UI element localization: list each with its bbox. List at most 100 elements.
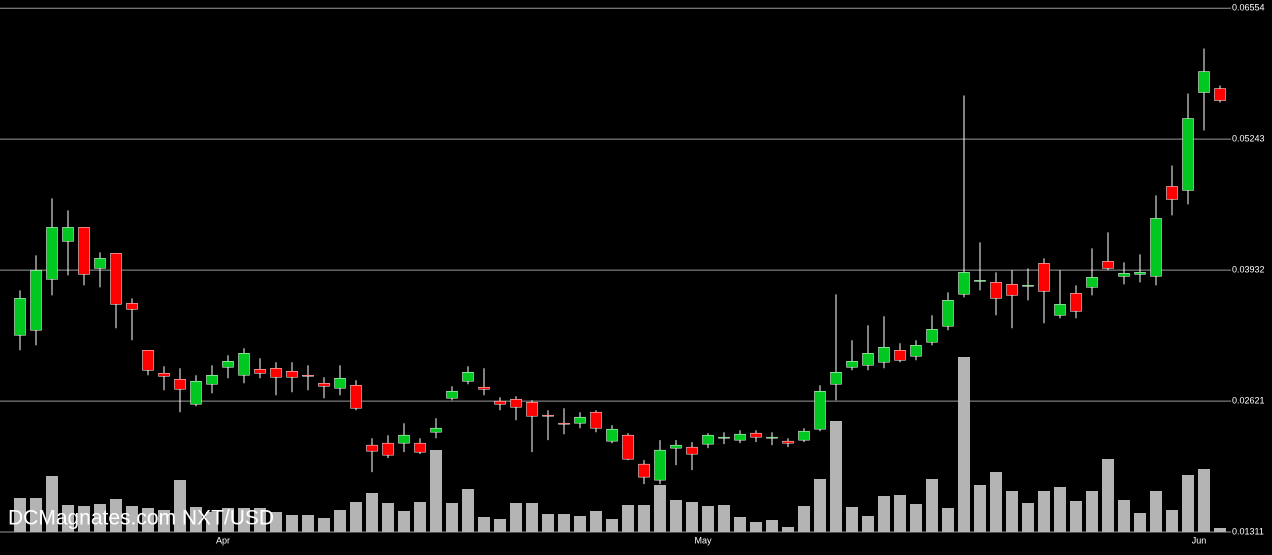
candle-body: [1166, 186, 1178, 200]
candle-body: [110, 253, 122, 305]
volume-bar: [1134, 513, 1146, 532]
candle-body: [1006, 284, 1018, 296]
candle-body: [1022, 285, 1034, 287]
candle-body: [734, 433, 746, 441]
candle-body: [270, 368, 282, 378]
candle-body: [702, 434, 714, 445]
volume-bar: [270, 512, 282, 532]
volume-bar: [46, 476, 58, 532]
volume-bar: [1118, 500, 1130, 532]
candle-body: [254, 369, 266, 374]
volume-bar: [174, 480, 186, 532]
volume-bar: [446, 503, 458, 532]
volume-bar: [734, 517, 746, 532]
candle-body: [878, 347, 890, 363]
volume-bar: [30, 498, 42, 532]
volume-bar: [222, 508, 234, 532]
x-tick-label: Apr: [216, 535, 230, 545]
volume-bar: [574, 516, 586, 532]
candle-body: [590, 411, 602, 429]
volume-bar: [830, 421, 842, 532]
candle-body: [670, 444, 682, 449]
candle-body: [446, 390, 458, 399]
candle-body: [398, 434, 410, 444]
candle-body: [14, 298, 26, 336]
candle-body: [382, 442, 394, 456]
volume-bar: [974, 485, 986, 532]
volume-bar: [126, 506, 138, 532]
volume-bar: [542, 514, 554, 532]
candle-body: [1086, 277, 1098, 288]
candle-body: [798, 430, 810, 441]
candle-body: [1214, 88, 1226, 101]
candle-body: [350, 384, 362, 409]
volume-bar: [1182, 475, 1194, 532]
candle-body: [30, 270, 42, 331]
volume-bar: [1022, 503, 1034, 532]
candle-body: [78, 227, 90, 275]
volume-bar: [430, 450, 442, 532]
volume-bar: [718, 505, 730, 532]
candle-body: [286, 371, 298, 378]
candle-body: [478, 386, 490, 390]
volume-bar: [670, 500, 682, 532]
volume-bar: [462, 489, 474, 532]
watermark: DCMagnates.com NXT/USD: [8, 507, 274, 530]
candle-body: [846, 361, 858, 368]
volume-bar: [1166, 510, 1178, 532]
volume-bar: [398, 511, 410, 532]
candle-body: [142, 350, 154, 371]
volume-bar: [590, 511, 602, 532]
volume-bar: [1006, 491, 1018, 532]
volume-bar: [750, 522, 762, 532]
candle-body: [958, 272, 970, 295]
volume-bar: [190, 507, 202, 532]
volume-bar: [254, 508, 266, 532]
volume-bar: [1086, 491, 1098, 532]
candle-body: [1102, 261, 1114, 269]
volume-bar: [334, 510, 346, 532]
volume-bar: [142, 508, 154, 532]
volume-bar: [910, 504, 922, 532]
candle-body: [606, 428, 618, 442]
volume-bar: [350, 502, 362, 532]
volume-bar: [702, 506, 714, 532]
candle-body: [686, 446, 698, 455]
volume-bar: [62, 505, 74, 532]
volume-bar: [1198, 469, 1210, 532]
volume-bar: [366, 493, 378, 532]
candle-body: [750, 432, 762, 438]
candle-body: [334, 377, 346, 389]
volume-bar: [510, 503, 522, 532]
volume-bar: [862, 516, 874, 532]
y-tick-label: 0.06554: [1232, 3, 1265, 13]
candle-body: [782, 440, 794, 444]
candle-body: [430, 427, 442, 433]
candle-body: [558, 422, 570, 425]
y-tick-label: 0.05243: [1232, 134, 1265, 144]
candle-body: [414, 442, 426, 453]
volume-bar: [1038, 491, 1050, 532]
candle-body: [894, 350, 906, 361]
candle-body: [238, 353, 250, 376]
volume-bar: [638, 505, 650, 532]
volume-bar: [846, 507, 858, 532]
candle-body: [638, 463, 650, 478]
volume-bar: [238, 508, 250, 532]
volume-bar: [926, 479, 938, 532]
volume-bar: [814, 479, 826, 532]
candle-body: [302, 374, 314, 377]
candle-body: [910, 345, 922, 357]
volume-bar: [110, 499, 122, 532]
candle-body: [318, 382, 330, 387]
volume-bar: [414, 502, 426, 532]
y-tick-label: 0.02621: [1232, 395, 1265, 405]
volume-bar: [1054, 487, 1066, 532]
volume-bar: [158, 510, 170, 532]
candle-body: [174, 378, 186, 390]
candle-body: [62, 227, 74, 242]
candle-body: [1038, 263, 1050, 292]
y-tick-label: 0.03932: [1232, 265, 1265, 275]
volume-bar: [1150, 491, 1162, 532]
